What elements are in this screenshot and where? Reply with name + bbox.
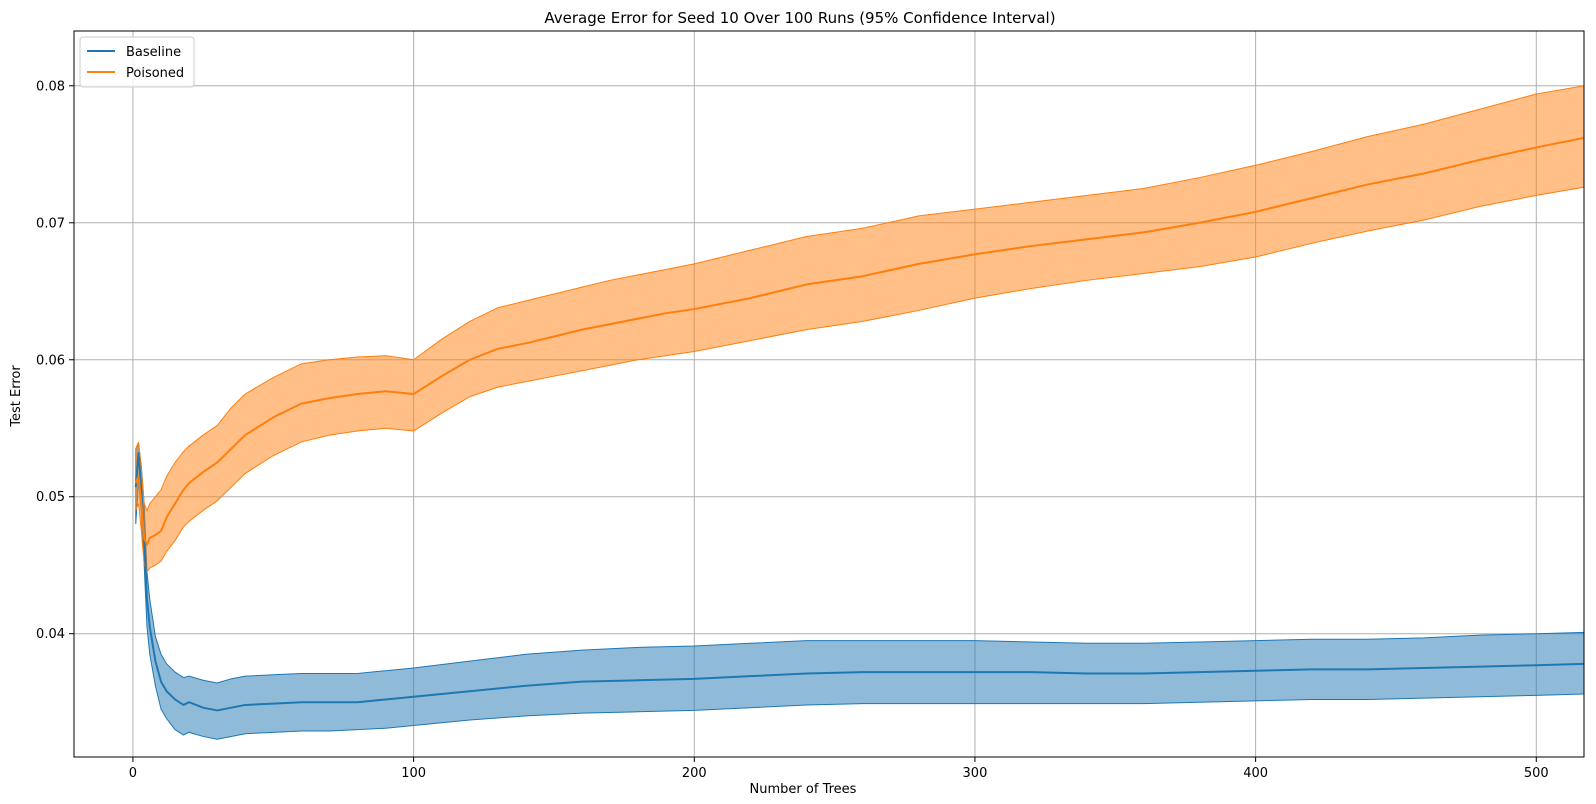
y-axis: 0.04 0.05 0.06 0.07 0.08 xyxy=(36,79,74,642)
legend-label-poisoned: Poisoned xyxy=(126,66,184,81)
lines xyxy=(134,136,1585,712)
x-tick-label: 400 xyxy=(1243,766,1268,781)
chart-title: Average Error for Seed 10 Over 100 Runs … xyxy=(544,9,1055,27)
x-tick-label: 0 xyxy=(129,766,137,781)
x-tick-label: 100 xyxy=(401,766,426,781)
y-tick-label: 0.05 xyxy=(36,490,65,505)
y-tick-label: 0.04 xyxy=(36,627,65,642)
y-tick-label: 0.07 xyxy=(36,216,65,231)
plot-frame xyxy=(73,30,1585,758)
x-tick-label: 200 xyxy=(682,766,707,781)
legend-box xyxy=(79,36,195,88)
x-tick-label: 300 xyxy=(963,766,988,781)
y-tick-label: 0.08 xyxy=(36,79,65,94)
x-axis: 0 100 200 300 400 500 xyxy=(129,757,1549,781)
x-axis-label: Number of Trees xyxy=(750,782,857,797)
legend-label-baseline: Baseline xyxy=(126,45,181,60)
legend: Baseline Poisoned xyxy=(79,36,195,88)
x-tick-label: 500 xyxy=(1524,766,1549,781)
plot-area xyxy=(73,30,1585,758)
baseline-line xyxy=(134,451,1585,712)
poisoned-line xyxy=(134,136,1585,546)
y-axis-label: Test Error xyxy=(9,365,24,428)
y-tick-label: 0.06 xyxy=(36,353,65,368)
